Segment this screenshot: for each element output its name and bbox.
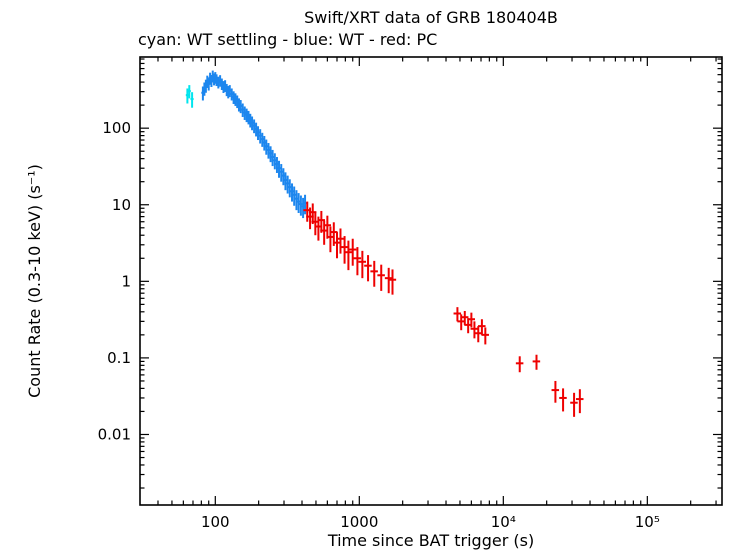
x-tick-label: 1000	[340, 513, 378, 531]
x-axis-label: Time since BAT trigger (s)	[327, 531, 534, 550]
plot-content: 100 1000 10⁴ 10⁵ 0.01 0.1 1 10 100	[98, 56, 723, 531]
y-tick-label: 100	[102, 119, 131, 137]
x-tick-label: 100	[201, 513, 230, 531]
y-tick-label: 0.1	[107, 349, 131, 367]
chart-legend: cyan: WT settling - blue: WT - red: PC	[138, 30, 437, 49]
y-tick-label: 10	[112, 196, 131, 214]
axes-frame	[139, 56, 723, 506]
y-tick-label: 1	[121, 272, 131, 290]
x-tick-label: 10⁵	[635, 513, 660, 531]
y-axis-label: Count Rate (0.3-10 keV) (s⁻¹)	[25, 164, 44, 398]
y-tick-label: 0.01	[98, 425, 131, 443]
chart-title: Swift/XRT data of GRB 180404B	[304, 8, 558, 27]
x-tick-label: 10⁴	[491, 513, 516, 531]
